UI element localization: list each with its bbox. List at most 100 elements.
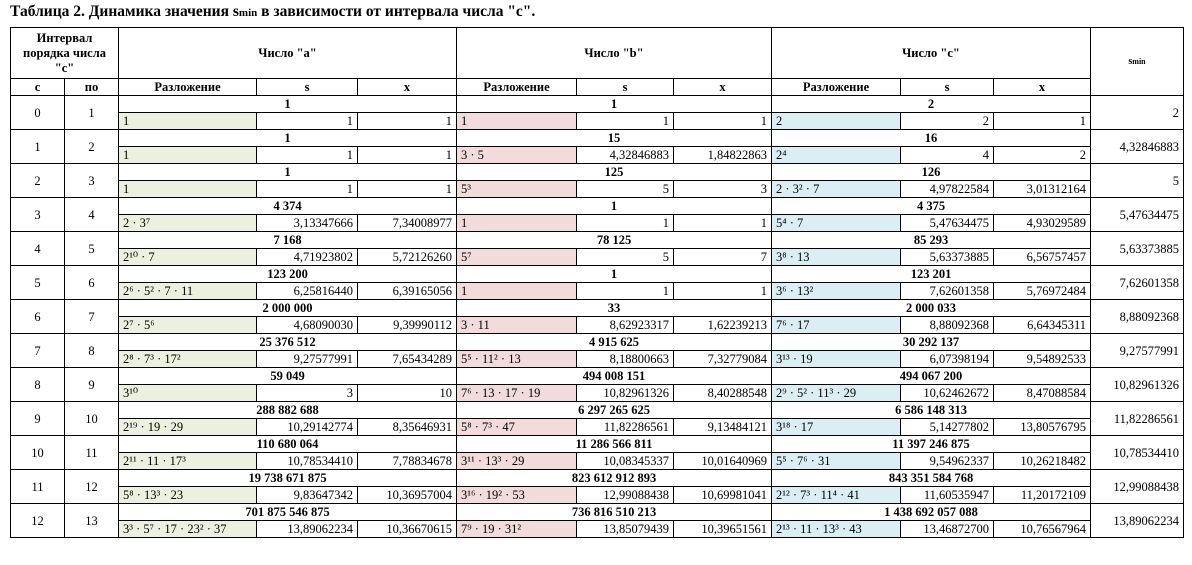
number-c-x: 2 bbox=[993, 146, 1091, 164]
number-b-s: 1 bbox=[576, 112, 674, 130]
table-row-detail: 2¹⁹ · 19 · 29 10,29142774 8,35646931 5⁸ · 7… bbox=[11, 418, 1184, 436]
number-a-value: 25 376 512 bbox=[118, 333, 457, 351]
interval-from-cell: 12 bbox=[10, 503, 65, 538]
number-b-value: 1 bbox=[456, 95, 772, 113]
table-row: 1 2 1 15 16 4,32846883 bbox=[10, 129, 1184, 164]
number-c-decomposition: 2 · 3² · 7 bbox=[771, 180, 901, 198]
number-a-s: 1 bbox=[256, 180, 358, 198]
interval-from-cell: 0 bbox=[10, 95, 65, 130]
number-a-decomposition: 2⁸ · 7³ · 17² bbox=[118, 350, 257, 368]
table-row: 9 10 288 882 688 6 297 265 625 6 586 148 313… bbox=[10, 401, 1184, 436]
interval-to-cell: 2 bbox=[64, 129, 119, 164]
number-b-x: 3 bbox=[673, 180, 772, 198]
smin-value: 11,82286561 bbox=[1090, 401, 1184, 436]
number-c-value: 123 201 bbox=[771, 265, 1091, 283]
smin-value: 8,88092368 bbox=[1090, 299, 1184, 334]
table-row: 11 12 19 738 671 875 823 612 912 893 843 351… bbox=[10, 469, 1184, 504]
smin-value: 7,62601358 bbox=[1090, 265, 1184, 300]
number-b-decomposition: 3¹¹ · 13³ · 29 bbox=[456, 452, 577, 470]
number-b-decomposition: 1 bbox=[456, 282, 577, 300]
table-row: 10 11 110 680 064 11 286 566 811 11 397 246 … bbox=[10, 435, 1184, 470]
number-c-value: 6 586 148 313 bbox=[771, 401, 1091, 419]
number-a-s: 1 bbox=[256, 146, 358, 164]
number-a-value: 701 875 546 875 bbox=[118, 503, 457, 521]
number-a-decomposition: 5⁸ · 13³ · 23 bbox=[118, 486, 257, 504]
number-a-value: 1 bbox=[118, 129, 457, 147]
number-c-value: 16 bbox=[771, 129, 1091, 147]
number-a-s: 4,68090030 bbox=[256, 316, 358, 334]
smin-value: 5,63373885 bbox=[1090, 231, 1184, 266]
table-row-detail: 2⁶ · 5² · 7 · 11 6,25816440 6,39165056 1 1 1 3… bbox=[11, 282, 1184, 300]
number-b-header: Число "b" bbox=[456, 27, 772, 79]
number-a-decomposition: 1 bbox=[118, 112, 257, 130]
number-b-value: 78 125 bbox=[456, 231, 772, 249]
number-b-value: 736 816 510 213 bbox=[456, 503, 772, 521]
interval-to-cell: 6 bbox=[64, 265, 119, 300]
interval-from-cell: 9 bbox=[10, 401, 65, 436]
number-a-s: 10,29142774 bbox=[256, 418, 358, 436]
number-c-value: 1 438 692 057 088 bbox=[771, 503, 1091, 521]
number-c-x: 8,47088584 bbox=[993, 384, 1091, 402]
number-a-x: 7,34008977 bbox=[357, 214, 457, 232]
number-a-s: 9,83647342 bbox=[256, 486, 358, 504]
number-b-value: 33 bbox=[456, 299, 772, 317]
number-b-s: 8,62923317 bbox=[576, 316, 674, 334]
table-row-detail: 5⁸ · 13³ · 23 9,83647342 10,36957004 3¹⁶ · … bbox=[11, 486, 1184, 504]
number-c-value: 2 bbox=[771, 95, 1091, 113]
number-b-value: 1 bbox=[456, 197, 772, 215]
number-b-x: 7,32779084 bbox=[673, 350, 772, 368]
number-a-x: 10 bbox=[357, 384, 457, 402]
number-b-x: 10,01640969 bbox=[673, 452, 772, 470]
number-b-x: 1,84822863 bbox=[673, 146, 772, 164]
number-c-value: 4 375 bbox=[771, 197, 1091, 215]
number-c-x: 11,20172109 bbox=[993, 486, 1091, 504]
interval-to-cell: 3 bbox=[64, 163, 119, 198]
number-c-x: 3,01312164 bbox=[993, 180, 1091, 198]
smin-value: 10,78534410 bbox=[1090, 435, 1184, 470]
smin-value: 2 bbox=[1090, 95, 1184, 130]
number-b-value: 125 bbox=[456, 163, 772, 181]
number-a-decomposition: 1 bbox=[118, 180, 257, 198]
number-a-header: Число "a" bbox=[118, 27, 457, 79]
table-row-detail: 3¹⁰ 3 10 7⁶ · 13 · 17 · 19 10,82961326 8,4028… bbox=[11, 384, 1184, 402]
col-b-decomp-header: Разложение bbox=[456, 78, 577, 96]
interval-to-cell: 11 bbox=[64, 435, 119, 470]
number-a-value: 1 bbox=[118, 95, 457, 113]
number-b-decomposition: 1 bbox=[456, 112, 577, 130]
number-b-decomposition: 5⁵ · 11² · 13 bbox=[456, 350, 577, 368]
number-b-s: 10,82961326 bbox=[576, 384, 674, 402]
interval-to-cell: 7 bbox=[64, 299, 119, 334]
number-b-value: 15 bbox=[456, 129, 772, 147]
number-c-s: 2 bbox=[900, 112, 994, 130]
smin-value: 4,32846883 bbox=[1090, 129, 1184, 164]
number-b-s: 1 bbox=[576, 282, 674, 300]
interval-from-cell: 2 bbox=[10, 163, 65, 198]
number-b-x: 10,39651561 bbox=[673, 520, 772, 538]
number-a-s: 4,71923802 bbox=[256, 248, 358, 266]
number-a-x: 1 bbox=[357, 180, 457, 198]
col-c-decomp-header: Разложение bbox=[771, 78, 901, 96]
number-a-value: 4 374 bbox=[118, 197, 457, 215]
col-b-s-header: s bbox=[576, 78, 674, 96]
number-c-decomposition: 3¹⁸ · 17 bbox=[771, 418, 901, 436]
number-b-decomposition: 3 · 11 bbox=[456, 316, 577, 334]
number-a-decomposition: 3³ · 5⁷ · 17 · 23² · 37 bbox=[118, 520, 257, 538]
number-c-value: 843 351 584 768 bbox=[771, 469, 1091, 487]
dynamics-table: Интервал порядка числа "c" Число "a" Чис… bbox=[10, 27, 1184, 538]
smin-header-sub: min bbox=[1132, 56, 1146, 66]
interval-from-cell: 11 bbox=[10, 469, 65, 504]
number-a-decomposition: 2⁶ · 5² · 7 · 11 bbox=[118, 282, 257, 300]
number-a-value: 2 000 000 bbox=[118, 299, 457, 317]
caption-text: Таблица 2. Динамика значения s bbox=[10, 3, 239, 20]
table-row: 2 3 1 125 126 5 bbox=[10, 163, 1184, 198]
number-a-x: 6,39165056 bbox=[357, 282, 457, 300]
table-caption: Таблица 2. Динамика значения smin в зави… bbox=[10, 2, 535, 23]
number-c-s: 11,60535947 bbox=[900, 486, 994, 504]
number-b-x: 8,40288548 bbox=[673, 384, 772, 402]
number-a-decomposition: 2¹¹ · 11 · 17³ bbox=[118, 452, 257, 470]
number-c-s: 5,63373885 bbox=[900, 248, 994, 266]
number-a-value: 123 200 bbox=[118, 265, 457, 283]
number-c-x: 6,56757457 bbox=[993, 248, 1091, 266]
